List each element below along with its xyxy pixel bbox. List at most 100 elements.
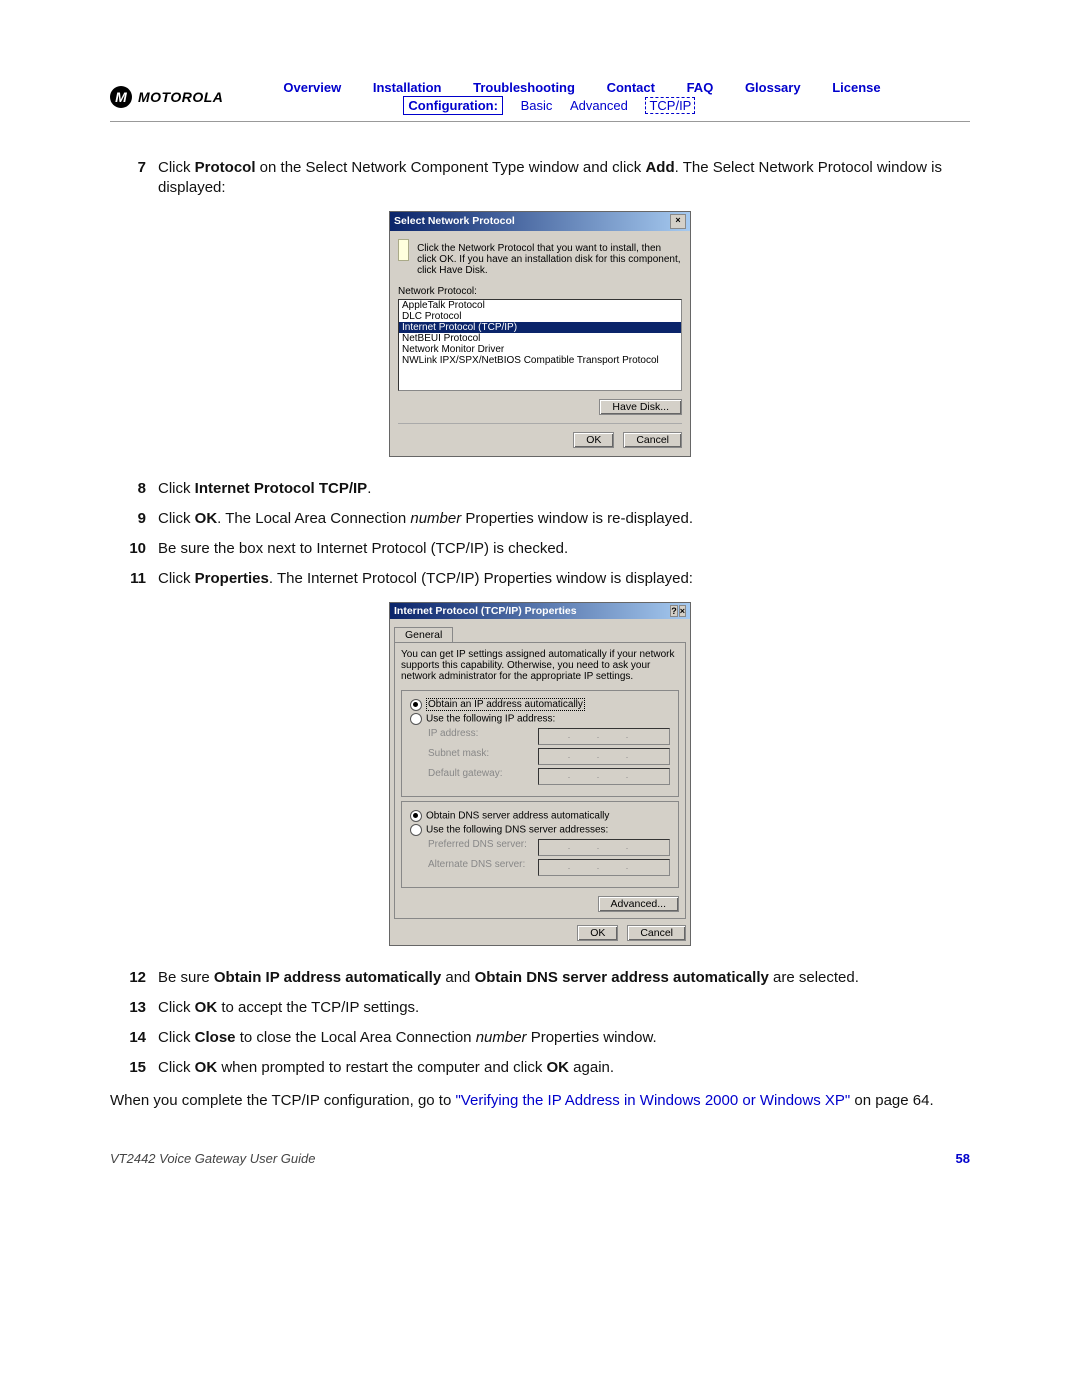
page-header: M MOTOROLA Overview Installation Trouble… <box>110 80 970 122</box>
cancel-button[interactable]: Cancel <box>627 925 686 941</box>
page-number: 58 <box>956 1151 970 1166</box>
text-bold: Internet Protocol TCP/IP <box>195 480 368 497</box>
nav-glossary[interactable]: Glossary <box>745 80 801 95</box>
text: to accept the TCP/IP settings. <box>217 999 419 1016</box>
closing-paragraph: When you complete the TCP/IP configurati… <box>110 1091 970 1111</box>
text-bold: Close <box>195 1029 236 1046</box>
text-bold: Properties <box>195 570 269 587</box>
close-icon[interactable]: × <box>679 605 686 617</box>
text-bold: Add <box>645 159 674 176</box>
step-15: 15 Click OK when prompted to restart the… <box>110 1058 970 1078</box>
field-label: Preferred DNS server: <box>428 839 527 856</box>
nav-installation[interactable]: Installation <box>373 80 442 95</box>
close-icon[interactable]: × <box>670 214 686 229</box>
list-item[interactable]: NWLink IPX/SPX/NetBIOS Compatible Transp… <box>399 355 681 366</box>
nav-troubleshooting[interactable]: Troubleshooting <box>473 80 575 95</box>
nav-basic[interactable]: Basic <box>521 98 553 113</box>
radio-obtain-dns[interactable] <box>410 810 422 822</box>
list-item[interactable]: DLC Protocol <box>399 311 681 322</box>
text: Be sure the box next to Internet Protoco… <box>158 540 568 557</box>
nav-license[interactable]: License <box>832 80 880 95</box>
text-bold: OK <box>195 510 218 527</box>
radio-use-dns[interactable] <box>410 824 422 836</box>
step-number: 8 <box>110 479 158 499</box>
cancel-button[interactable]: Cancel <box>623 432 682 448</box>
step-number: 12 <box>110 968 158 988</box>
list-item[interactable]: Network Monitor Driver <box>399 344 681 355</box>
step-number: 15 <box>110 1058 158 1078</box>
have-disk-button[interactable]: Have Disk... <box>599 399 682 415</box>
radio-label: Obtain DNS server address automatically <box>426 810 609 821</box>
step-14: 14 Click Close to close the Local Area C… <box>110 1028 970 1048</box>
step-number: 14 <box>110 1028 158 1048</box>
text: are selected. <box>769 969 859 986</box>
nav-advanced[interactable]: Advanced <box>570 98 628 113</box>
ok-button[interactable]: OK <box>577 925 618 941</box>
list-item[interactable]: NetBEUI Protocol <box>399 333 681 344</box>
step-number: 13 <box>110 998 158 1018</box>
field-label: Alternate DNS server: <box>428 859 525 876</box>
text-italic: number <box>410 510 461 527</box>
text: . <box>367 480 371 497</box>
help-icon[interactable]: ? <box>670 605 678 617</box>
text: Click <box>158 1059 195 1076</box>
protocol-listbox[interactable]: AppleTalk Protocol DLC Protocol Internet… <box>398 299 682 391</box>
ip-group: Obtain an IP address automatically Use t… <box>401 690 679 797</box>
nav-overview[interactable]: Overview <box>283 80 341 95</box>
text-bold: Protocol <box>195 159 256 176</box>
dns-group: Obtain DNS server address automatically … <box>401 801 679 888</box>
dialog-instruction: Click the Network Protocol that you want… <box>417 243 682 276</box>
nav-configuration-label: Configuration: <box>403 96 503 115</box>
text: Click <box>158 510 195 527</box>
advanced-button[interactable]: Advanced... <box>598 896 679 912</box>
text-bold: OK <box>547 1059 570 1076</box>
text: When you complete the TCP/IP configurati… <box>110 1092 455 1109</box>
list-item-selected[interactable]: Internet Protocol (TCP/IP) <box>399 322 681 333</box>
text-bold: Obtain DNS server address automatically <box>475 969 769 986</box>
top-nav: Overview Installation Troubleshooting Co… <box>283 80 908 113</box>
text: Click <box>158 1029 195 1046</box>
logo-icon: M <box>110 86 132 108</box>
text: when prompted to restart the computer an… <box>217 1059 546 1076</box>
step-10: 10 Be sure the box next to Internet Prot… <box>110 539 970 559</box>
nav-contact[interactable]: Contact <box>607 80 655 95</box>
text-italic: number <box>476 1029 527 1046</box>
text: Click <box>158 480 195 497</box>
brand-logo: M MOTOROLA <box>110 86 223 108</box>
step-13: 13 Click OK to accept the TCP/IP setting… <box>110 998 970 1018</box>
tab-general[interactable]: General <box>394 627 453 642</box>
field-label: Subnet mask: <box>428 748 489 765</box>
preferred-dns-field: . . . <box>538 839 670 856</box>
ok-button[interactable]: OK <box>573 432 614 448</box>
radio-label: Use the following DNS server addresses: <box>426 824 608 835</box>
text: and <box>441 969 474 986</box>
ip-address-field: . . . <box>538 728 670 745</box>
text: Click <box>158 570 195 587</box>
radio-label: Use the following IP address: <box>426 713 555 724</box>
default-gateway-field: . . . <box>538 768 670 785</box>
step-9: 9 Click OK. The Local Area Connection nu… <box>110 509 970 529</box>
select-network-protocol-dialog: Select Network Protocol × Click the Netw… <box>389 211 691 457</box>
text: again. <box>569 1059 614 1076</box>
radio-use-ip[interactable] <box>410 713 422 725</box>
list-label: Network Protocol: <box>398 286 682 297</box>
radio-obtain-ip[interactable] <box>410 699 422 711</box>
step-8: 8 Click Internet Protocol TCP/IP. <box>110 479 970 499</box>
text: . The Local Area Connection <box>217 510 410 527</box>
text: on page 64. <box>850 1092 933 1109</box>
text-bold: Obtain IP address automatically <box>214 969 441 986</box>
text-bold: OK <box>195 1059 218 1076</box>
footer-title: VT2442 Voice Gateway User Guide <box>110 1151 315 1166</box>
protocol-icon <box>398 239 409 261</box>
text: Click <box>158 999 195 1016</box>
field-label: Default gateway: <box>428 768 503 785</box>
dialog-title: Internet Protocol (TCP/IP) Properties <box>394 605 577 617</box>
nav-tcpip[interactable]: TCP/IP <box>645 97 695 114</box>
dialog-help-text: You can get IP settings assigned automat… <box>401 649 679 682</box>
list-item[interactable]: AppleTalk Protocol <box>399 300 681 311</box>
nav-faq[interactable]: FAQ <box>687 80 714 95</box>
step-number: 10 <box>110 539 158 559</box>
text: Be sure <box>158 969 214 986</box>
cross-reference-link[interactable]: "Verifying the IP Address in Windows 200… <box>455 1092 850 1109</box>
step-11: 11 Click Properties. The Internet Protoc… <box>110 569 970 589</box>
